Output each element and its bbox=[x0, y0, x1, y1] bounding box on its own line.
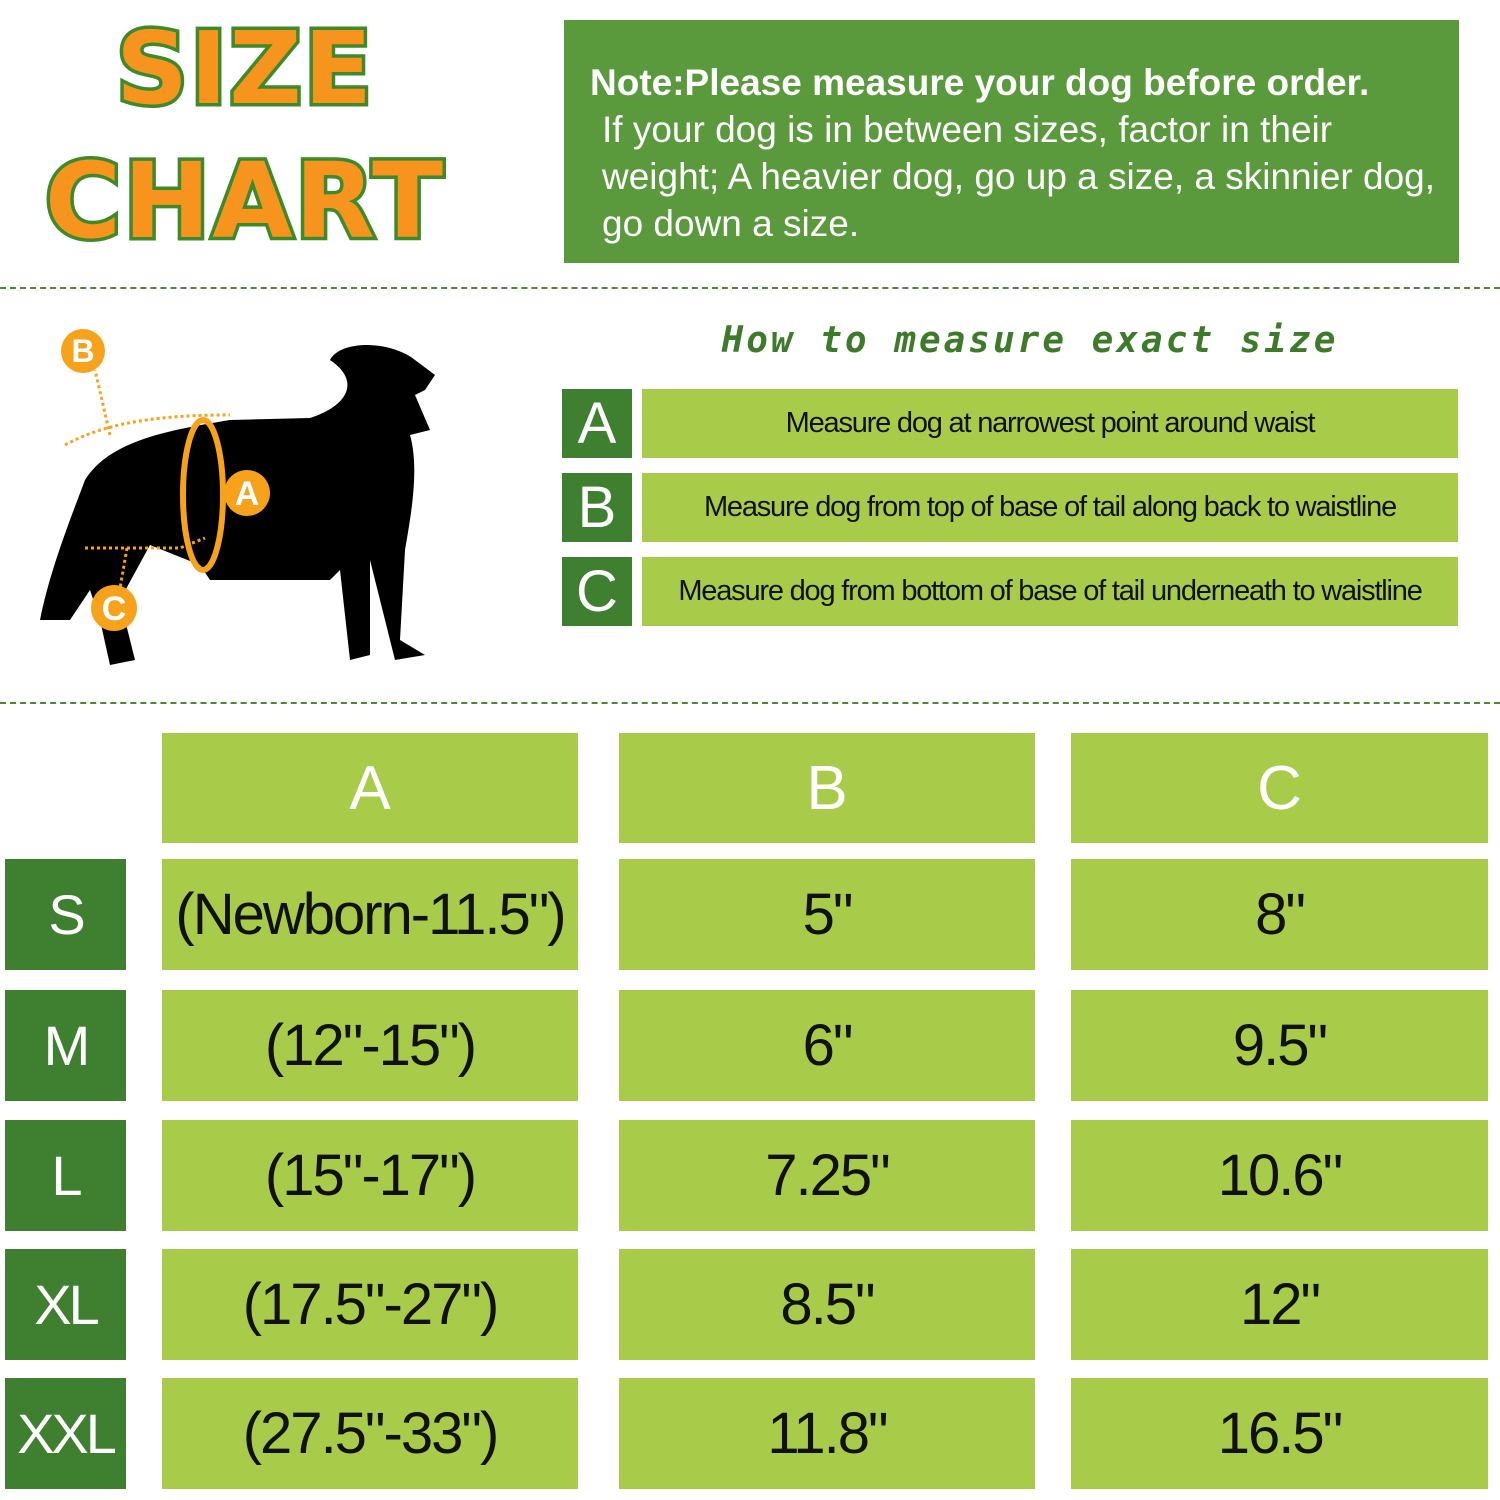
cell-c: 16.5" bbox=[1071, 1378, 1488, 1489]
size-label: XL bbox=[5, 1249, 126, 1360]
note-box: Note:Please measure your dog before orde… bbox=[564, 20, 1459, 263]
cell-c: 9.5" bbox=[1071, 990, 1488, 1101]
measure-letter-a: A bbox=[562, 389, 632, 458]
cell-a: (Newborn-11.5") bbox=[162, 859, 578, 970]
cell-a: (15"-17") bbox=[162, 1120, 578, 1231]
note-heading: Note:Please measure your dog before orde… bbox=[590, 62, 1370, 103]
cell-a: (27.5"-33") bbox=[162, 1378, 578, 1489]
header-a: A bbox=[162, 733, 578, 843]
cell-b: 5" bbox=[619, 859, 1035, 970]
cell-b: 6" bbox=[619, 990, 1035, 1101]
howto-title: How to measure exact size bbox=[721, 320, 1339, 361]
cell-c: 10.6" bbox=[1071, 1120, 1488, 1231]
dog-measure-diagram: B A C bbox=[40, 329, 435, 665]
measure-letter-c: C bbox=[562, 557, 632, 626]
measure-text-b: Measure dog from top of base of tail alo… bbox=[642, 473, 1458, 542]
title-size: SIZE bbox=[112, 7, 375, 131]
size-label: M bbox=[5, 990, 126, 1101]
size-label: L bbox=[5, 1120, 126, 1231]
divider bbox=[0, 702, 1500, 704]
cell-c: 12" bbox=[1071, 1249, 1488, 1360]
cell-c: 8" bbox=[1071, 859, 1488, 970]
label-b: B bbox=[71, 333, 94, 369]
label-c: C bbox=[102, 590, 127, 628]
measure-text-a: Measure dog at narrowest point around wa… bbox=[642, 389, 1458, 458]
divider bbox=[0, 287, 1500, 289]
title-chart: CHART bbox=[41, 137, 446, 266]
header-b: B bbox=[619, 733, 1035, 843]
cell-a: (17.5"-27") bbox=[162, 1249, 578, 1360]
size-label: S bbox=[5, 859, 126, 970]
note-body: If your dog is in between sizes, factor … bbox=[602, 109, 1436, 244]
size-label: XXL bbox=[5, 1378, 126, 1489]
cell-b: 11.8" bbox=[619, 1378, 1035, 1489]
header-c: C bbox=[1071, 733, 1488, 843]
label-a: A bbox=[235, 475, 260, 513]
measure-letter-b: B bbox=[562, 473, 632, 542]
cell-b: 7.25" bbox=[619, 1120, 1035, 1231]
cell-b: 8.5" bbox=[619, 1249, 1035, 1360]
measure-text-c: Measure dog from bottom of base of tail … bbox=[642, 557, 1458, 626]
cell-a: (12"-15") bbox=[162, 990, 578, 1101]
